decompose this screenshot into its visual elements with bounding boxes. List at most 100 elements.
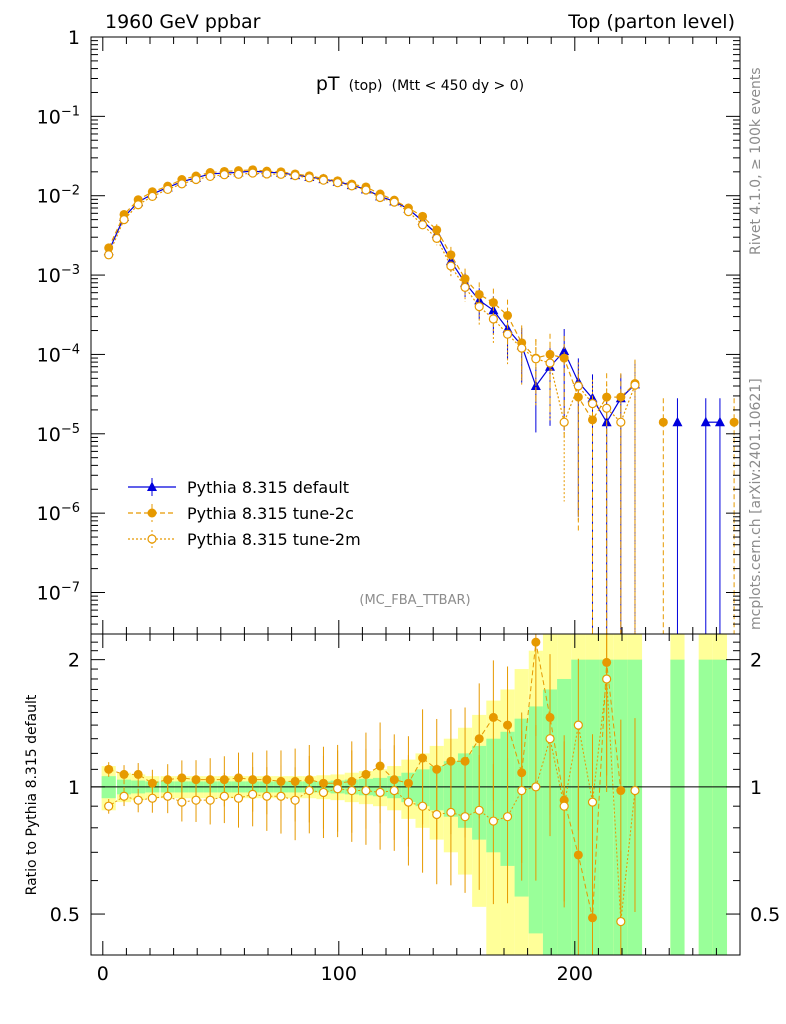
ratio-point-tune-2m: [432, 809, 442, 820]
ratio-point-tune-2m: [276, 791, 286, 801]
y-tick-exponent: −2: [61, 184, 80, 199]
ratio-point-tune-2m: [347, 785, 357, 796]
point-tune-2m: [587, 399, 598, 409]
ratio-point-tune-2c: [104, 764, 114, 774]
y-tick-label: 10−2: [37, 184, 80, 208]
legend-marker-default: [147, 481, 157, 491]
band-inner: [698, 659, 713, 955]
ratio-point-tune-2m: [133, 795, 143, 805]
point-tune-2m: [248, 168, 258, 178]
point-tune-2c: [729, 417, 739, 427]
point-tune-2c: [446, 250, 456, 260]
y-tick-label: 1: [68, 27, 80, 49]
point-tune-2m: [119, 215, 129, 225]
point-tune-2m: [133, 200, 143, 210]
ratio-point-tune-2c: [474, 734, 484, 744]
point-tune-2m: [474, 302, 484, 312]
point-tune-2m: [573, 381, 583, 391]
x-tick-label: 0: [97, 963, 109, 985]
point-tune-2m: [276, 169, 286, 179]
ratio-line-tune-2m: [108, 678, 636, 922]
point-tune-2m: [559, 417, 569, 427]
ratio-point-tune-2m: [104, 801, 114, 811]
ratio-point-tune-2m: [147, 793, 157, 803]
title-main: pT: [316, 73, 340, 95]
point-default: [714, 416, 725, 427]
ratio-point-tune-2m: [219, 791, 229, 801]
point-tune-2c: [658, 417, 668, 427]
point-tune-2m: [163, 184, 173, 195]
ratio-point-tune-2m: [233, 793, 244, 803]
point-tune-2m: [488, 314, 498, 324]
title-sub1: (top): [349, 78, 383, 94]
ratio-point-tune-2m: [488, 816, 498, 826]
ratio-point-tune-2m: [587, 797, 598, 807]
analysis-tag: (MC_FBA_TTBAR): [359, 593, 470, 608]
y-tick-exponent: −6: [61, 501, 80, 516]
ratio-y-tick-label: 2: [68, 650, 80, 672]
axes-layer: 1 10−1 10−2 10−3 10−4 10−5 10−6 10−7 0 100 200 2 2 1 1…: [37, 27, 781, 985]
ratio-point-tune-2c: [616, 786, 626, 796]
point-tune-2m: [531, 354, 541, 364]
point-tune-2m: [290, 171, 300, 181]
ratio-point-tune-2c: [191, 775, 201, 785]
ratio-point-tune-2c: [133, 769, 143, 779]
point-tune-2m: [318, 175, 329, 185]
ratio-point-tune-2m: [375, 787, 385, 798]
series-line-default: [108, 170, 636, 424]
point-tune-2m: [361, 185, 371, 195]
ratio-point-tune-2c: [531, 637, 541, 647]
ratio-y-tick-label: 0.5: [50, 904, 80, 926]
point-tune-2c: [432, 225, 442, 235]
ratio-y-tick-label-right: 2: [750, 650, 762, 672]
y-tick-exponent: −3: [61, 263, 80, 278]
legend: Pythia 8.315 default Pythia 8.315 tune-2c…: [128, 478, 361, 549]
point-tune-2m: [233, 169, 244, 179]
legend-marker-tune-2c: [147, 508, 157, 518]
ratio-point-tune-2m: [403, 797, 414, 807]
point-tune-2m: [446, 261, 456, 271]
ratio-point-tune-2m: [361, 785, 371, 796]
ratio-y-tick-label: 1: [68, 777, 80, 799]
ratio-point-tune-2m: [290, 795, 300, 805]
point-tune-2c: [616, 392, 626, 402]
point-tune-2m: [460, 282, 470, 292]
ratio-point-tune-2m: [460, 812, 470, 822]
point-tune-2m: [630, 380, 640, 390]
point-tune-2m: [304, 173, 314, 183]
y-tick-label: 10−1: [37, 104, 80, 128]
point-default: [700, 416, 711, 427]
point-tune-2m: [104, 250, 114, 260]
point-tune-2m: [347, 181, 357, 191]
ratio-point-tune-2c: [177, 773, 187, 783]
x-tick-label: 100: [321, 963, 357, 985]
ratio-ylabel: Ratio to Pythia 8.315 default: [24, 694, 40, 895]
ratio-point-tune-2m: [559, 801, 569, 811]
x-tick-label: 200: [557, 963, 593, 985]
ratio-point-tune-2c: [163, 775, 173, 785]
ratio-point-tune-2m: [318, 787, 329, 798]
band-inner: [712, 659, 728, 955]
ratio-point-tune-2m: [446, 807, 456, 818]
mcplots-label: mcplots.cern.ch [arXiv:2401.10621]: [748, 378, 764, 630]
point-tune-2m: [517, 343, 527, 353]
rivet-label: Rivet 4.1.0, ≥ 100k events: [748, 67, 764, 255]
point-tune-2m: [375, 192, 385, 203]
ratio-point-tune-2m: [333, 784, 343, 794]
ratio-point-tune-2m: [177, 797, 187, 807]
y-tick-exponent: −7: [61, 581, 80, 596]
y-tick-label: 10−6: [37, 501, 80, 525]
ratio-series-layer: [104, 634, 640, 955]
ratio-point-tune-2m: [262, 791, 272, 801]
ratio-point-tune-2c: [147, 778, 157, 788]
ratio-point-tune-2m: [502, 812, 513, 822]
legend-label-tune-2c: Pythia 8.315 tune-2c: [187, 504, 354, 523]
point-tune-2m: [432, 233, 442, 243]
point-tune-2m: [545, 358, 555, 368]
ratio-point-tune-2c: [119, 769, 129, 779]
point-tune-2c: [559, 353, 569, 363]
ratio-point-tune-2m: [630, 785, 640, 796]
legend-label-default: Pythia 8.315 default: [187, 478, 349, 497]
point-tune-2m: [602, 403, 612, 413]
